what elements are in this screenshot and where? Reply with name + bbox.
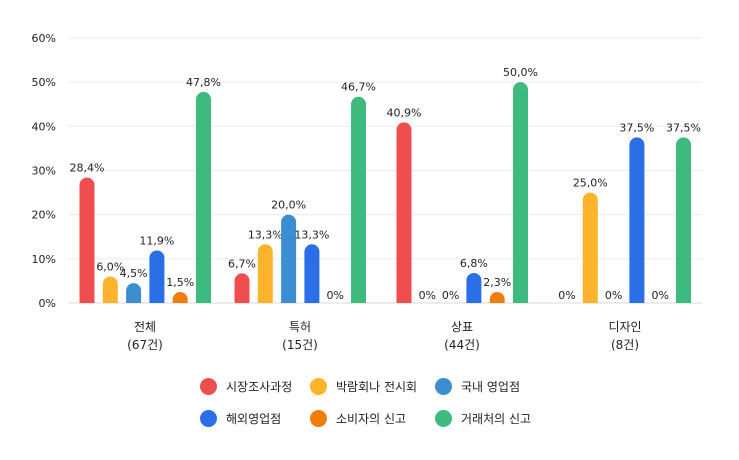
legend-swatch — [200, 377, 217, 395]
legend-label: 소비자의 신고 — [336, 411, 407, 426]
bar — [489, 292, 505, 303]
data-label: 0% — [651, 289, 668, 302]
data-label: 0% — [442, 289, 459, 302]
x-category-count: (67건) — [127, 338, 163, 352]
bar-chart: 0% 10% 20% 30% 40% 50% 60% 전체 (67건) 28,4% 6,0%4,5%… — [32, 32, 702, 352]
y-tick-label: 10% — [32, 253, 56, 266]
x-category-count: (44건) — [444, 338, 480, 352]
legend-item: 거래처의 신고 — [435, 408, 545, 428]
data-label: 2,3% — [483, 276, 511, 289]
x-category-label: 전체 — [134, 320, 156, 334]
bar — [234, 273, 250, 303]
data-label: 11,9% — [139, 234, 174, 247]
y-tick-label: 0% — [39, 297, 56, 310]
bar — [466, 272, 482, 303]
y-tick-label: 20% — [32, 209, 56, 222]
data-label: 1,5% — [166, 276, 194, 289]
legend-item: 국내 영업점 — [435, 376, 545, 396]
legend-swatch — [200, 409, 217, 427]
x-category-label: 특허 — [289, 320, 311, 334]
data-label: 13,3% — [248, 228, 283, 241]
data-label: 0% — [605, 289, 622, 302]
data-label: 25,0% — [573, 177, 608, 190]
bar — [396, 122, 412, 303]
legend-label: 시장조사과정 — [226, 379, 293, 394]
legend-label: 박람회나 전시회 — [336, 379, 418, 394]
data-label: 50,0% — [503, 66, 538, 79]
data-label: 28,4% — [70, 162, 105, 175]
data-label: 40,9% — [387, 106, 422, 119]
data-label: 0% — [419, 289, 436, 302]
data-label: 46,7% — [341, 81, 376, 94]
bar — [172, 292, 188, 303]
data-label: 0% — [326, 289, 343, 302]
data-label: 6,7% — [228, 257, 256, 270]
bar — [281, 214, 297, 303]
data-label: 20,0% — [271, 199, 306, 212]
bar — [351, 96, 366, 303]
y-tick-label: 50% — [32, 76, 56, 89]
data-label: 0% — [558, 289, 575, 302]
legend-swatch — [310, 409, 327, 427]
legend-item: 박람회나 전시회 — [310, 376, 435, 396]
bar — [257, 244, 273, 303]
y-tick-label: 40% — [32, 120, 56, 133]
x-category-count: (15건) — [282, 338, 318, 352]
data-label: 37,5% — [619, 121, 654, 134]
x-category-count: (8건) — [611, 338, 639, 352]
legend-item: 해외영업점 — [200, 408, 310, 428]
bar — [196, 91, 211, 304]
legend-item: 시장조사과정 — [200, 376, 310, 396]
bar — [513, 82, 528, 303]
bar — [676, 137, 691, 303]
legend-swatch — [435, 409, 452, 427]
bar — [304, 244, 320, 303]
bar — [149, 250, 165, 303]
bar — [126, 283, 142, 303]
legend-swatch — [435, 377, 452, 395]
x-category-label: 상표 — [451, 320, 473, 334]
bar — [582, 192, 598, 303]
legend-item: 소비자의 신고 — [310, 408, 435, 428]
y-tick-label: 60% — [32, 32, 56, 45]
legend-label: 거래처의 신고 — [461, 411, 532, 426]
data-label: 6,0% — [96, 261, 124, 274]
bar — [629, 137, 645, 303]
legend-label: 국내 영업점 — [461, 379, 521, 394]
data-label: 13,3% — [294, 228, 329, 241]
legend-swatch — [310, 377, 327, 395]
y-tick-label: 30% — [32, 165, 56, 178]
x-category-label: 디자인 — [608, 320, 641, 334]
bar — [79, 177, 95, 303]
data-label: 6,8% — [460, 257, 488, 270]
legend-label: 해외영업점 — [226, 411, 282, 426]
data-label: 37,5% — [666, 121, 701, 134]
bar — [102, 276, 118, 303]
data-label: 4,5% — [120, 267, 148, 280]
data-label: 47,8% — [186, 76, 221, 89]
